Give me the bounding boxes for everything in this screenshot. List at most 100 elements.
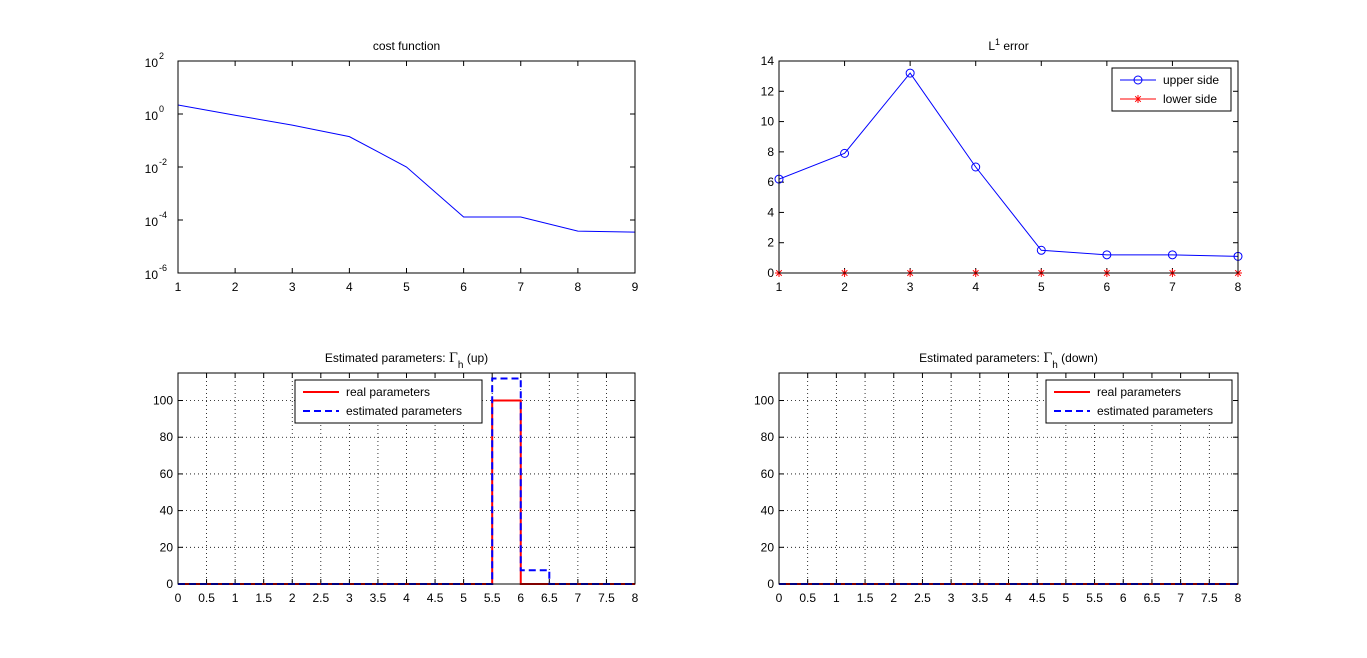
y-tick-label-exponent: -2 bbox=[159, 157, 167, 167]
x-tick-label: 3.5 bbox=[370, 591, 387, 605]
series-line-2 bbox=[178, 377, 635, 585]
x-tick-label: 2 bbox=[890, 591, 897, 605]
x-tick-label: 7 bbox=[517, 280, 524, 294]
chart-title-part: (up) bbox=[463, 351, 488, 365]
chart-title: Estimated parameters: Γh (down) bbox=[919, 351, 1098, 371]
x-tick-label: 1 bbox=[175, 280, 182, 294]
data-point-circle bbox=[971, 162, 981, 172]
x-tick-label: 6 bbox=[460, 280, 467, 294]
y-tick-label: 6 bbox=[767, 175, 774, 189]
chart-title-part: 1 bbox=[995, 37, 1000, 47]
y-tick-label-exponent: -6 bbox=[159, 263, 167, 273]
x-tick-label: 4 bbox=[1005, 591, 1012, 605]
x-tick-label: 6 bbox=[1120, 591, 1127, 605]
x-tick-label: 3 bbox=[346, 591, 353, 605]
x-tick-label: 0 bbox=[776, 591, 783, 605]
y-tick-label: 10 bbox=[145, 162, 159, 176]
x-tick-label: 1.5 bbox=[255, 591, 272, 605]
y-tick-label: 80 bbox=[160, 430, 174, 444]
x-tick-label: 2 bbox=[841, 280, 848, 294]
x-tick-label: 9 bbox=[632, 280, 639, 294]
legend-marker-circle bbox=[1133, 75, 1143, 85]
data-point-circle bbox=[905, 68, 915, 78]
chart-title-part: Γ bbox=[1043, 351, 1052, 366]
y-tick-label: 10 bbox=[761, 115, 775, 129]
chart-title-part: Estimated parameters: bbox=[919, 351, 1043, 365]
x-tick-label: 4 bbox=[972, 280, 979, 294]
axes-frame bbox=[177, 60, 636, 274]
legend-label-1: real parameters bbox=[1097, 385, 1181, 399]
x-tick-label: 5 bbox=[1038, 280, 1045, 294]
x-tick-label: 4 bbox=[403, 591, 410, 605]
chart-title-part: error bbox=[1000, 39, 1029, 53]
series-line-1 bbox=[178, 104, 635, 233]
axes-frame bbox=[778, 60, 1239, 274]
legend-label-1: real parameters bbox=[346, 385, 430, 399]
legend-label-2: estimated parameters bbox=[346, 404, 462, 418]
x-tick-label: 1 bbox=[232, 591, 239, 605]
y-tick-label: 80 bbox=[761, 430, 775, 444]
y-tick-label: 10 bbox=[145, 56, 159, 70]
y-tick-label: 60 bbox=[761, 467, 775, 481]
legend-label-1: upper side bbox=[1163, 73, 1219, 87]
chart-title-part: Γ bbox=[449, 351, 458, 366]
x-tick-label: 2 bbox=[289, 591, 296, 605]
y-tick-label: 10 bbox=[145, 215, 159, 229]
x-tick-label: 1 bbox=[833, 591, 840, 605]
y-tick-label: 0 bbox=[166, 577, 173, 591]
legend-box bbox=[1111, 67, 1232, 112]
x-tick-label: 2.5 bbox=[914, 591, 931, 605]
x-tick-label: 0.5 bbox=[198, 591, 215, 605]
axes-frame bbox=[778, 372, 1239, 585]
y-tick-label-exponent: -4 bbox=[159, 210, 167, 220]
x-tick-label: 5 bbox=[460, 591, 467, 605]
x-tick-label: 3 bbox=[907, 280, 914, 294]
y-tick-label: 10 bbox=[145, 109, 159, 123]
x-tick-label: 6 bbox=[1104, 280, 1111, 294]
legend: real parameters estimated parameters bbox=[294, 379, 483, 424]
x-tick-label: 5.5 bbox=[1086, 591, 1103, 605]
legend-box bbox=[1045, 379, 1233, 424]
chart-title-part: (down) bbox=[1058, 351, 1098, 365]
y-tick-label-exponent: 0 bbox=[159, 104, 164, 114]
legend: upper side lower side bbox=[1111, 67, 1232, 112]
chart-panel-4: 0 0.5 1 1.5 2 2.5 3 3.5 4 4.5 5 5.5 6 6.5 7 7.5 80204060… bbox=[754, 351, 1242, 605]
y-tick-label: 40 bbox=[160, 504, 174, 518]
legend: real parameters estimated parameters bbox=[1045, 379, 1233, 424]
x-tick-label: 3 bbox=[289, 280, 296, 294]
chart-title-part: L bbox=[988, 39, 995, 53]
x-tick-label: 7.5 bbox=[598, 591, 615, 605]
x-tick-label: 2 bbox=[232, 280, 239, 294]
x-tick-label: 3 bbox=[948, 591, 955, 605]
axes-frame bbox=[177, 372, 636, 585]
y-tick-label: 40 bbox=[761, 504, 775, 518]
x-tick-label: 4 bbox=[346, 280, 353, 294]
x-tick-label: 0 bbox=[175, 591, 182, 605]
chart-title-part: h bbox=[458, 360, 464, 371]
x-tick-label: 7 bbox=[1169, 280, 1176, 294]
x-tick-label: 4.5 bbox=[427, 591, 444, 605]
x-tick-label: 5 bbox=[1063, 591, 1070, 605]
chart-title: Estimated parameters: Γh (up) bbox=[325, 351, 488, 371]
x-tick-label: 8 bbox=[575, 280, 582, 294]
x-tick-label: 8 bbox=[1235, 280, 1242, 294]
x-tick-label: 8 bbox=[632, 591, 639, 605]
y-tick-label: 4 bbox=[767, 205, 774, 219]
data-point-circle bbox=[1036, 245, 1046, 255]
data-point-circle bbox=[1102, 250, 1112, 260]
x-tick-label: 3.5 bbox=[971, 591, 988, 605]
data-point-circle bbox=[840, 148, 850, 158]
y-tick-label: 100 bbox=[754, 394, 774, 408]
legend-box bbox=[294, 379, 483, 424]
y-tick-label: 0 bbox=[767, 577, 774, 591]
chart-title-part: Estimated parameters: bbox=[325, 351, 449, 365]
y-tick-label-exponent: 2 bbox=[159, 51, 164, 61]
legend-label-2: lower side bbox=[1163, 92, 1217, 106]
x-tick-label: 8 bbox=[1235, 591, 1242, 605]
chart-title-part: h bbox=[1052, 360, 1058, 371]
y-tick-label: 100 bbox=[153, 394, 173, 408]
legend-marker-star bbox=[1134, 95, 1142, 103]
